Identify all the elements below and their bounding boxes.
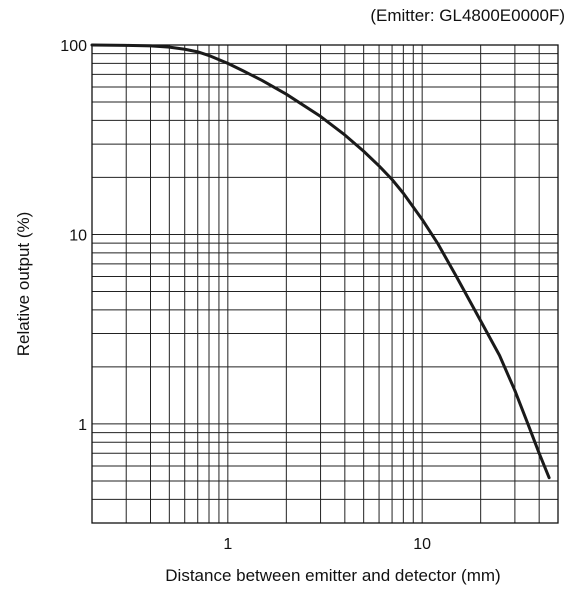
plot-frame xyxy=(91,44,559,524)
emitter-annotation: (Emitter: GL4800E0000F) xyxy=(370,6,565,25)
x-axis-title: Distance between emitter and detector (m… xyxy=(165,566,500,585)
y-tick-label: 10 xyxy=(69,227,87,244)
grid-lines xyxy=(91,44,559,524)
series-lines xyxy=(90,43,551,480)
x-tick-label: 1 xyxy=(223,536,232,553)
y-axis-title: Relative output (%) xyxy=(14,212,33,357)
y-tick-label: 100 xyxy=(60,38,87,55)
y-tick-label: 1 xyxy=(78,417,87,434)
x-tick-label: 10 xyxy=(413,536,431,553)
series-line xyxy=(90,43,551,480)
tick-labels: 1 10 1 10 100 xyxy=(60,38,431,553)
